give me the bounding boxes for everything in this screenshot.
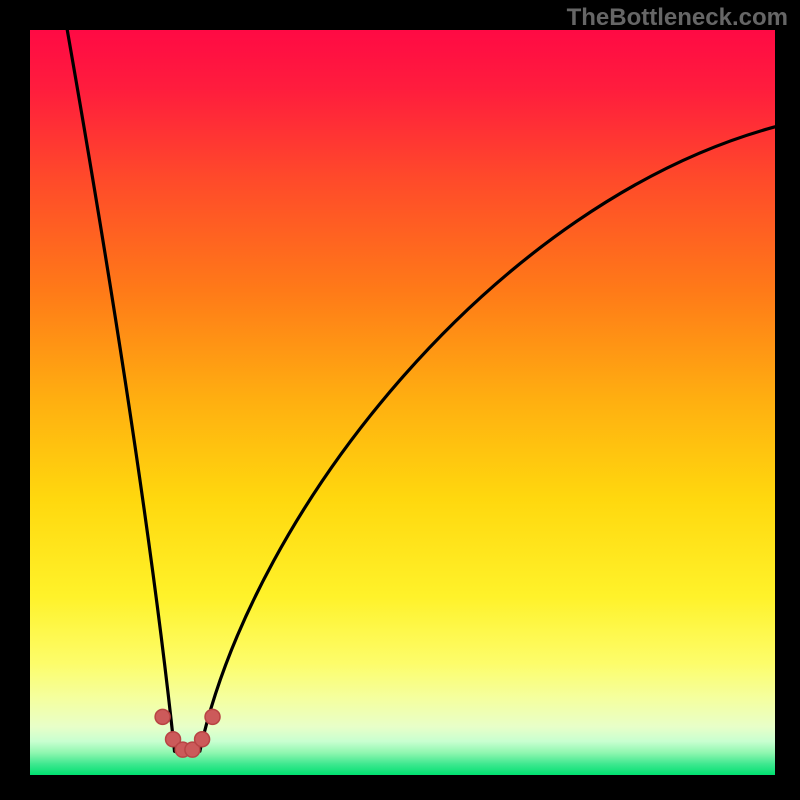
outer-frame: TheBottleneck.com	[0, 0, 800, 800]
gradient-background	[30, 30, 775, 775]
min-dot	[195, 732, 210, 747]
chart-svg	[30, 30, 775, 775]
min-dot	[155, 709, 170, 724]
plot-area	[30, 30, 775, 775]
watermark-text: TheBottleneck.com	[567, 4, 788, 32]
min-dot	[205, 709, 220, 724]
